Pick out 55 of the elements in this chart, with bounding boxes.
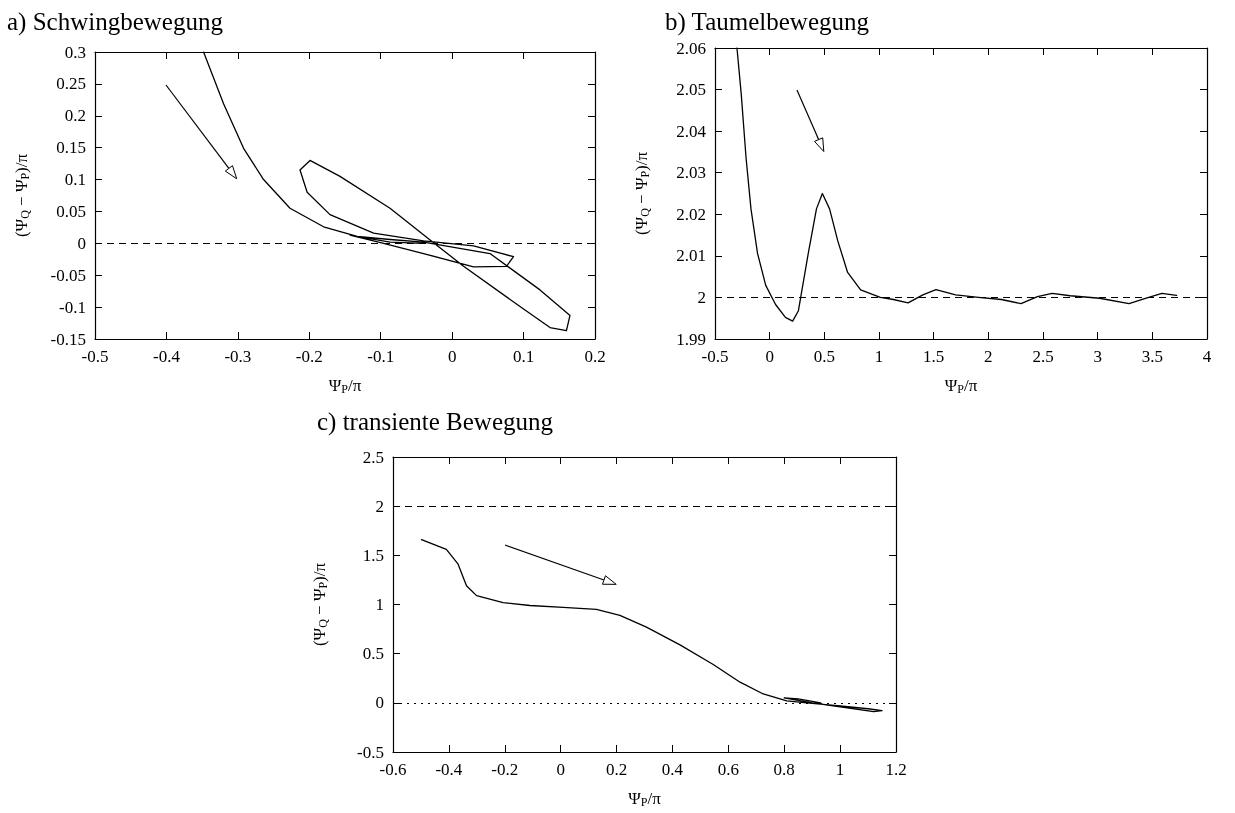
y-tick-label: 0.25 (56, 74, 86, 94)
x-tick-label: 1 (874, 347, 884, 366)
x-tick-label: -0.4 (435, 760, 463, 779)
x-tick-label: -0.5 (81, 347, 109, 366)
x-tick-label: 0.2 (584, 347, 606, 366)
x-tick-label: 0 (556, 760, 565, 779)
x-tick-label: -0.4 (152, 347, 181, 366)
x-tick-label: 1.2 (885, 760, 907, 779)
y-tick-label: 2 (697, 287, 706, 307)
x-tick-label: 0.6 (717, 760, 739, 779)
y-tick-label: -0.05 (50, 265, 86, 285)
x-tick-label: 4 (1202, 347, 1212, 366)
y-tick-label: 0.3 (64, 42, 86, 62)
y-tick-label: 2.04 (676, 121, 707, 141)
y-tick-label: 0.05 (56, 201, 86, 221)
y-tick-label: 0 (375, 693, 384, 713)
y-tick-label: 1 (375, 595, 384, 614)
y-tick-label: 0.5 (362, 644, 384, 664)
x-tick-label: 0 (447, 347, 457, 366)
y-tick-label: 0 (77, 233, 86, 253)
x-tick-label: -0.3 (224, 347, 252, 366)
chart-title: c) transiente Bewegung (317, 408, 554, 436)
y-tick-label: 1.99 (676, 329, 706, 349)
y-tick-label: -0.5 (357, 742, 384, 762)
y-tick-label: 0.1 (64, 170, 86, 190)
x-tick-label: 0.1 (512, 347, 535, 366)
x-tick-label: -0.2 (491, 760, 519, 779)
y-tick-label: -0.15 (50, 329, 86, 349)
x-tick-label: 0.4 (661, 760, 684, 779)
x-tick-label: 0 (765, 347, 774, 366)
y-tick-label: 2.5 (362, 447, 384, 467)
y-tick-label: 1.5 (362, 545, 384, 565)
x-tick-label: 2.5 (1032, 347, 1054, 366)
x-tick-label: 1 (835, 760, 845, 779)
y-tick-label: 0.2 (64, 106, 86, 126)
x-tick-label: -0.5 (701, 347, 729, 366)
y-tick-label: 2.03 (676, 163, 706, 183)
x-tick-label: 3 (1093, 347, 1102, 366)
x-tick-label: 0.8 (773, 760, 795, 779)
x-tick-label: 2 (984, 347, 993, 366)
y-tick-label: -0.1 (59, 297, 86, 317)
x-tick-label: -0.2 (295, 347, 323, 366)
x-tick-label: 0.2 (605, 760, 628, 779)
x-tick-label: 0.5 (813, 347, 835, 366)
chart-title: a) Schwingbewegung (7, 8, 224, 36)
x-tick-label: 1.5 (923, 347, 945, 366)
y-tick-label: 2.05 (676, 80, 706, 100)
y-tick-label: 2.01 (676, 246, 706, 266)
y-tick-label: 2.02 (676, 204, 706, 224)
chart-title: b) Taumelbewegung (665, 8, 870, 36)
y-tick-label: 2 (375, 496, 384, 516)
x-tick-label: 3.5 (1141, 347, 1163, 366)
x-tick-label: -0.6 (379, 760, 407, 779)
y-tick-label: 0.15 (56, 138, 86, 158)
y-tick-label: 2.06 (676, 38, 706, 58)
